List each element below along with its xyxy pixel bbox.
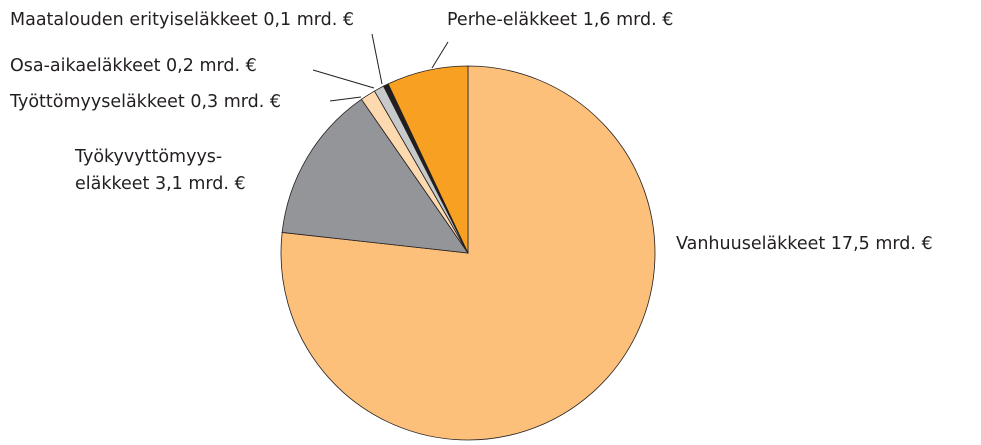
category-label: eläkkeet — [75, 174, 150, 194]
leader-line — [371, 33, 383, 85]
leader-lines — [312, 33, 449, 102]
value-label: 17,5 mrd. € — [831, 234, 933, 254]
value-label: 3,1 mrd. € — [155, 174, 246, 194]
category-label: Vanhuuseläkkeet — [676, 234, 825, 254]
category-label: Maatalouden erityiseläkkeet — [10, 10, 258, 30]
pie-slice — [387, 65, 469, 254]
slice-label: Vanhuuseläkkeet 17,5 mrd. € — [676, 234, 933, 254]
value-label: 1,6 mrd. € — [583, 10, 674, 30]
leader-line — [329, 96, 362, 102]
slice-label: Perhe-eläkkeet 1,6 mrd. € — [447, 10, 673, 30]
value-label: 0,1 mrd. € — [263, 10, 354, 30]
category-label: Työttömyyseläkkeet — [9, 92, 185, 112]
labels: Vanhuuseläkkeet 17,5 mrd. € Työkyvyttömyy… — [9, 10, 933, 254]
slice-label: Työttömyyseläkkeet 0,3 mrd. € — [9, 92, 281, 112]
category-label: Työkyvyttömyys- — [74, 147, 222, 167]
value-label: 0,2 mrd. € — [166, 56, 257, 76]
category-label: Perhe-eläkkeet — [447, 10, 577, 30]
slice-label: Osa-aikaeläkkeet 0,2 mrd. € — [10, 56, 257, 76]
value-label: 0,3 mrd. € — [190, 92, 281, 112]
pie-slice — [281, 98, 469, 254]
category-label: Osa-aikaeläkkeet — [10, 56, 161, 76]
pie — [280, 65, 656, 441]
leader-line — [431, 41, 449, 69]
slice-label: Työkyvyttömyys- — [74, 147, 222, 167]
leader-line — [312, 69, 375, 89]
slice-label: Maatalouden erityiseläkkeet 0,1 mrd. € — [10, 10, 354, 30]
slice-label: eläkkeet 3,1 mrd. € — [75, 174, 246, 194]
